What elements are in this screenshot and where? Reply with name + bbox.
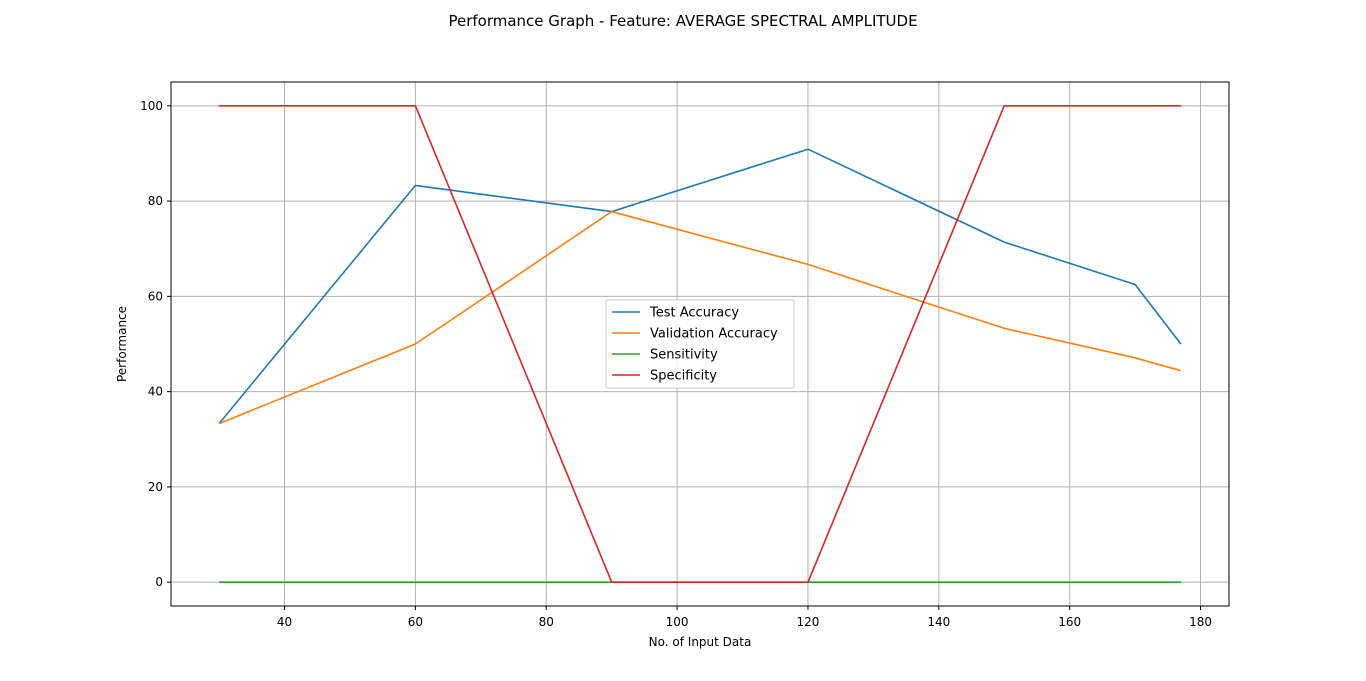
legend-label-3: Specificity bbox=[650, 369, 717, 384]
y-tick-label: 80 bbox=[148, 194, 163, 208]
x-tick-label: 40 bbox=[277, 615, 292, 629]
y-tick-label: 100 bbox=[140, 99, 163, 113]
y-tick-label: 20 bbox=[148, 480, 163, 494]
y-tick-label: 60 bbox=[148, 289, 163, 303]
legend-box bbox=[605, 299, 795, 389]
series-layer bbox=[218, 105, 1182, 584]
series-line-1 bbox=[218, 210, 1182, 425]
y-tick-label: 40 bbox=[148, 385, 163, 399]
y-axis-ticks: 0 20 40 60 80 100 bbox=[140, 99, 171, 589]
x-tick-label: 80 bbox=[539, 615, 554, 629]
y-axis-label: Performance bbox=[115, 306, 129, 382]
x-tick-label: 100 bbox=[666, 615, 689, 629]
plot-frame bbox=[170, 81, 1230, 607]
x-axis-ticks: 40 60 80 100 120 140 160 180 bbox=[277, 606, 1212, 629]
x-tick-label: 180 bbox=[1189, 615, 1212, 629]
x-tick-label: 160 bbox=[1058, 615, 1081, 629]
x-tick-label: 60 bbox=[408, 615, 423, 629]
x-tick-label: 120 bbox=[797, 615, 820, 629]
legend-label-1: Validation Accuracy bbox=[650, 327, 778, 342]
x-axis-label: No. of Input Data bbox=[649, 635, 752, 649]
legend-label-0: Test Accuracy bbox=[649, 306, 739, 321]
x-tick-label: 140 bbox=[927, 615, 950, 629]
series-line-0 bbox=[218, 148, 1182, 425]
legend-label-2: Sensitivity bbox=[650, 348, 718, 363]
series-line-3 bbox=[219, 105, 1181, 584]
legend: Test Accuracy Validation Accuracy Sensitiv… bbox=[605, 299, 795, 389]
chart-title: Performance Graph - Feature: AVERAGE SPE… bbox=[448, 12, 917, 30]
y-tick-label: 0 bbox=[155, 575, 163, 589]
